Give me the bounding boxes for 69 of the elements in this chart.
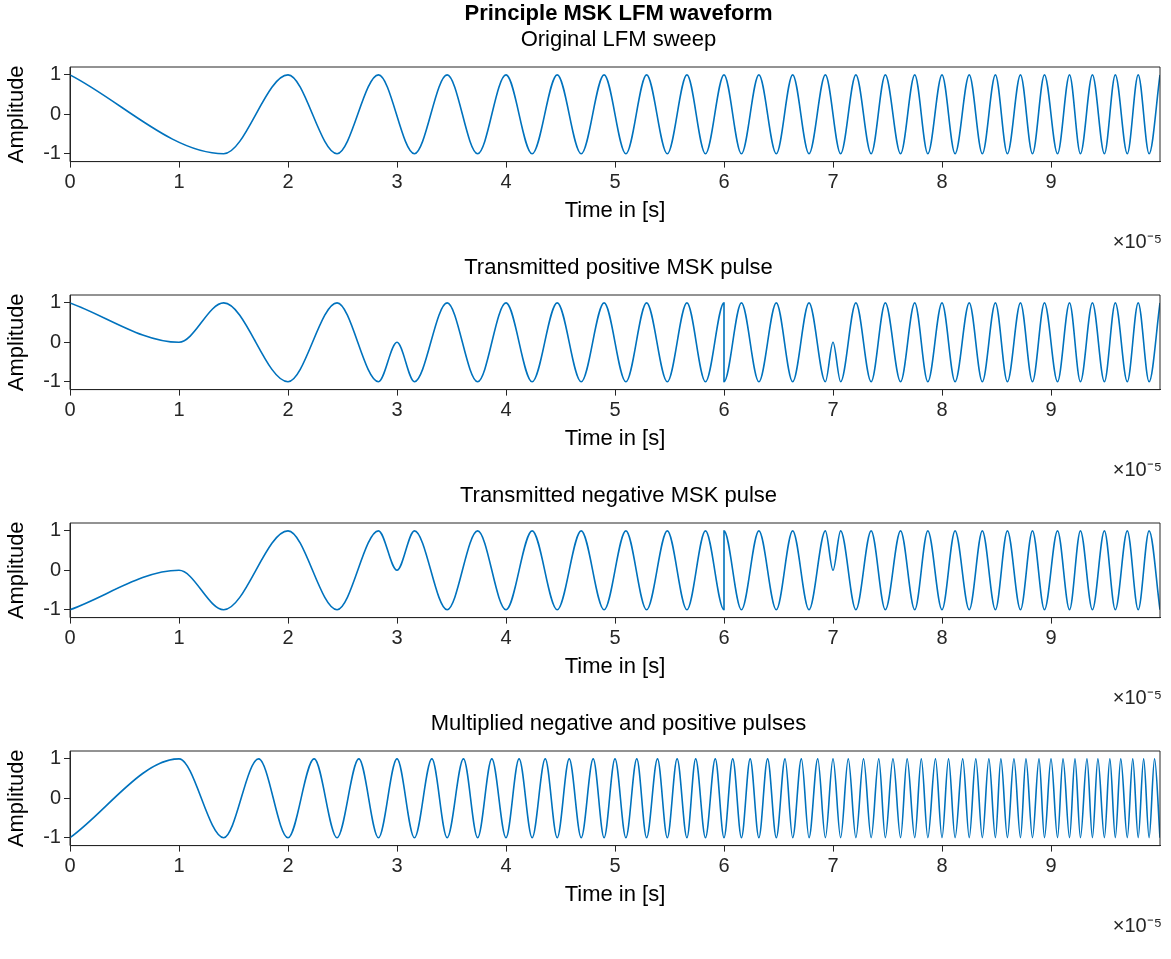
x-tick-label: 1 <box>173 626 185 649</box>
x-tick-label: 0 <box>64 170 76 193</box>
x-tick-label: 6 <box>718 626 730 649</box>
x-axis-title: Time in [s] <box>564 424 666 450</box>
y-axis-title: Amplitude <box>3 65 29 164</box>
x-tick-label: 9 <box>1045 170 1057 193</box>
x-tick-label: 8 <box>936 626 948 649</box>
x-tick-label: 4 <box>500 170 512 193</box>
y-tick-label: 0 <box>49 557 61 580</box>
x-tick-label: 3 <box>391 854 403 877</box>
x-tick-label: 1 <box>173 398 185 421</box>
x-tick-label: 0 <box>64 854 76 877</box>
x-tick-label: 5 <box>609 854 621 877</box>
x-tick-label: 4 <box>500 854 512 877</box>
y-axis-title: Amplitude <box>3 521 29 620</box>
x-tick-label: 2 <box>282 626 294 649</box>
x-tick-label: 8 <box>936 170 948 193</box>
y-tick-label: 0 <box>49 785 61 808</box>
y-tick-label: 1 <box>49 518 61 541</box>
x-tick-label: 6 <box>718 398 730 421</box>
text: ×10⁻⁵ <box>1112 685 1162 708</box>
x-tick-label: 8 <box>936 398 948 421</box>
y-tick-label: 1 <box>49 290 61 313</box>
y-tick-label: -1 <box>43 597 61 620</box>
x-tick-label: 2 <box>282 170 294 193</box>
x-tick-label: 0 <box>64 398 76 421</box>
x-tick-label: 3 <box>391 170 403 193</box>
x-tick-label: 3 <box>391 398 403 421</box>
x-tick-label: 4 <box>500 626 512 649</box>
x-tick-label: 7 <box>827 854 839 877</box>
y-axis-title: Amplitude <box>3 749 29 848</box>
x-tick-label: 1 <box>173 170 185 193</box>
x-tick-label: 7 <box>827 626 839 649</box>
y-tick-label: 0 <box>49 329 61 352</box>
x-tick-label: 2 <box>282 854 294 877</box>
y-tick-label: -1 <box>43 369 61 392</box>
chart-title: Transmitted negative MSK pulse <box>458 482 779 508</box>
x-tick-label: 4 <box>500 398 512 421</box>
x-tick-label: 5 <box>609 626 621 649</box>
chart-title: Transmitted positive MSK pulse <box>463 254 774 280</box>
x-tick-label: 7 <box>827 170 839 193</box>
x-tick-label: 8 <box>936 854 948 877</box>
text: ×10⁻⁵ <box>1112 913 1162 936</box>
y-tick-label: -1 <box>43 825 61 848</box>
x-tick-label: 9 <box>1045 626 1057 649</box>
x-axis-title: Time in [s] <box>564 652 666 678</box>
x-tick-label: 5 <box>609 398 621 421</box>
x-tick-label: 7 <box>827 398 839 421</box>
chart-subtitle: Original LFM sweep <box>519 26 718 52</box>
text: ×10⁻⁵ <box>1112 457 1162 480</box>
x-tick-label: 6 <box>718 854 730 877</box>
x-tick-label: 6 <box>718 170 730 193</box>
y-tick-label: 1 <box>49 746 61 769</box>
text: ×10⁻⁵ <box>1112 229 1162 252</box>
x-tick-label: 0 <box>64 626 76 649</box>
x-tick-label: 9 <box>1045 854 1057 877</box>
y-tick-label: -1 <box>43 141 61 164</box>
x-tick-label: 9 <box>1045 398 1057 421</box>
x-tick-label: 2 <box>282 398 294 421</box>
x-tick-label: 5 <box>609 170 621 193</box>
x-tick-label: 3 <box>391 626 403 649</box>
x-tick-label: 1 <box>173 854 185 877</box>
y-tick-label: 1 <box>49 62 61 85</box>
y-tick-label: 0 <box>49 101 61 124</box>
x-axis-title: Time in [s] <box>564 196 666 222</box>
chart-title: Multiplied negative and positive pulses <box>429 710 808 736</box>
chart-title: Principle MSK LFM waveform <box>463 0 774 26</box>
x-axis-title: Time in [s] <box>564 880 666 906</box>
y-axis-title: Amplitude <box>3 293 29 392</box>
